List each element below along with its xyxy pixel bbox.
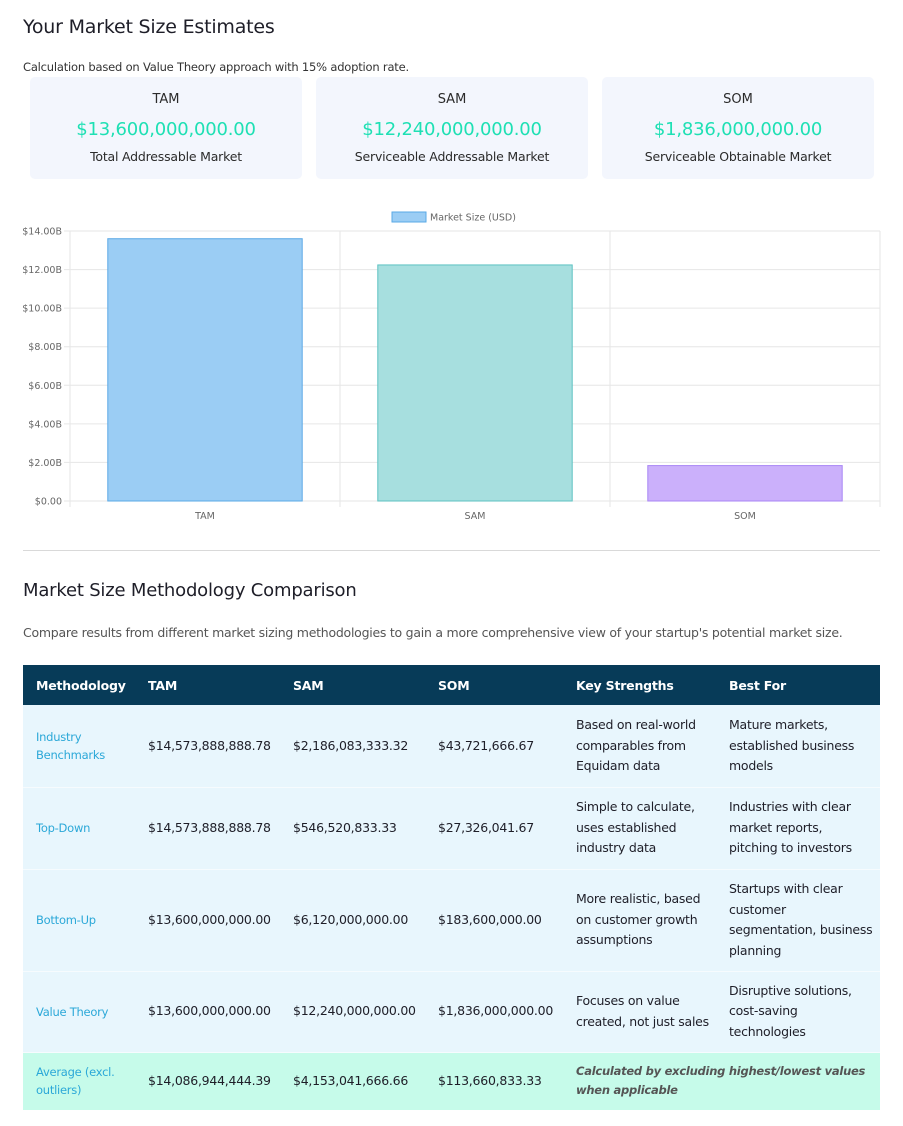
bar-sam [377,264,573,502]
comparison-title: Market Size Methodology Comparison [23,580,357,601]
methodology-name: Bottom-Up [36,913,96,927]
sam-value: $12,240,000,000.00 [293,1003,416,1019]
methodology-table: Methodology TAM SAM SOM Key Strengths Be… [23,665,880,1110]
som-value: $43,721,666.67 [438,737,534,753]
x-tick-label: SOM [734,511,756,522]
card-value: $12,240,000,000.00 [362,119,542,140]
som-value: $27,326,041.67 [438,819,534,835]
y-tick-label: $0.00 [35,497,62,508]
average-note: Calculated by excluding highest/lowest v… [576,1064,866,1098]
best-for: Disruptive solutions, cost-saving techno… [729,982,852,1039]
market-size-chart: $0.00 $2.00B $4.00B $6.00B $8.00B $10.00B $12.… [0,200,903,530]
header-som: SOM [438,677,470,693]
som-value: $1,836,000,000.00 [438,1003,554,1019]
card-label: TAM [152,92,180,107]
card-label: SAM [437,92,467,107]
estimates-title: Your Market Size Estimates [23,16,275,38]
key-strengths: More realistic, based on customer growth… [576,891,701,948]
legend-swatch [391,211,427,223]
tam-value: $13,600,000,000.00 [148,1003,271,1019]
bar-chart-svg: $0.00 $2.00B $4.00B $6.00B $8.00B $10.00B $12.… [22,211,881,522]
sam-card: SAM $12,240,000,000.00 Serviceable Addre… [316,77,588,179]
methodology-name: Average (excl. outliers) [36,1065,115,1098]
estimate-cards: TAM $13,600,000,000.00 Total Addressable… [30,77,874,179]
table-row: Bottom-Up $13,600,000,000.00 $6,120,000,… [23,869,880,971]
header-best-for: Best For [729,677,786,693]
tam-value: $13,600,000,000.00 [148,911,271,927]
best-for: Mature markets, established business mod… [729,717,855,773]
key-strengths: Simple to calculate, uses established in… [576,799,695,856]
average-row: Average (excl. outliers) $14,086,944,444… [23,1052,880,1110]
bar-som [647,465,843,502]
sam-value: $2,186,083,333.32 [293,737,409,753]
header-methodology: Methodology [36,677,126,693]
key-strengths: Based on real-world comparables from Equ… [576,717,696,773]
header-sam: SAM [293,677,324,693]
header-key-strengths: Key Strengths [576,677,674,693]
methodology-name: Industry Benchmarks [36,729,105,762]
header-tam: TAM [148,677,178,693]
card-value: $13,600,000,000.00 [76,119,256,140]
table-row: Value Theory $13,600,000,000.00 $12,240,… [23,971,880,1052]
y-tick-label: $10.00B [22,304,62,315]
legend-label: Market Size (USD) [430,213,516,224]
sam-value: $546,520,833.33 [293,819,397,835]
comparison-subtitle: Compare results from different market si… [23,625,843,640]
tam-value: $14,573,888,888.78 [148,819,271,835]
y-tick-label: $4.00B [28,419,62,430]
y-tick-label: $8.00B [28,342,62,353]
som-value: $183,600,000.00 [438,911,542,927]
best-for: Industries with clear market reports, pi… [729,799,852,856]
key-strengths: Focuses on value created, not just sales [576,993,709,1029]
table-header-row: Methodology TAM SAM SOM Key Strengths Be… [23,665,880,705]
section-divider [23,550,880,551]
table-row: Top-Down $14,573,888,888.78 $546,520,833… [23,787,880,869]
tam-value: $14,086,944,444.39 [148,1073,271,1088]
card-description: Total Addressable Market [90,149,242,164]
y-tick-label: $14.00B [22,227,62,238]
best-for: Startups with clear customer segmentatio… [729,881,873,958]
card-label: SOM [723,92,753,107]
sam-value: $4,153,041,666.66 [293,1073,409,1088]
x-tick-label: SAM [465,511,486,522]
card-value: $1,836,000,000.00 [653,119,823,140]
y-tick-label: $6.00B [28,381,62,392]
y-tick-label: $2.00B [28,458,62,469]
som-value: $113,660,833.33 [438,1073,542,1088]
estimates-subtitle: Calculation based on Value Theory approa… [23,60,409,74]
tam-value: $14,573,888,888.78 [148,737,271,753]
tam-card: TAM $13,600,000,000.00 Total Addressable… [30,77,302,179]
som-card: SOM $1,836,000,000.00 Serviceable Obtain… [602,77,874,179]
methodology-name: Top-Down [36,821,91,835]
card-description: Serviceable Obtainable Market [644,149,832,164]
table-row: Industry Benchmarks $14,573,888,888.78 $… [23,705,880,787]
sam-value: $6,120,000,000.00 [293,911,409,927]
x-tick-label: TAM [194,511,215,522]
y-tick-label: $12.00B [22,265,62,276]
methodology-name: Value Theory [36,1004,109,1019]
card-description: Serviceable Addressable Market [354,149,550,164]
bar-tam [107,238,303,502]
